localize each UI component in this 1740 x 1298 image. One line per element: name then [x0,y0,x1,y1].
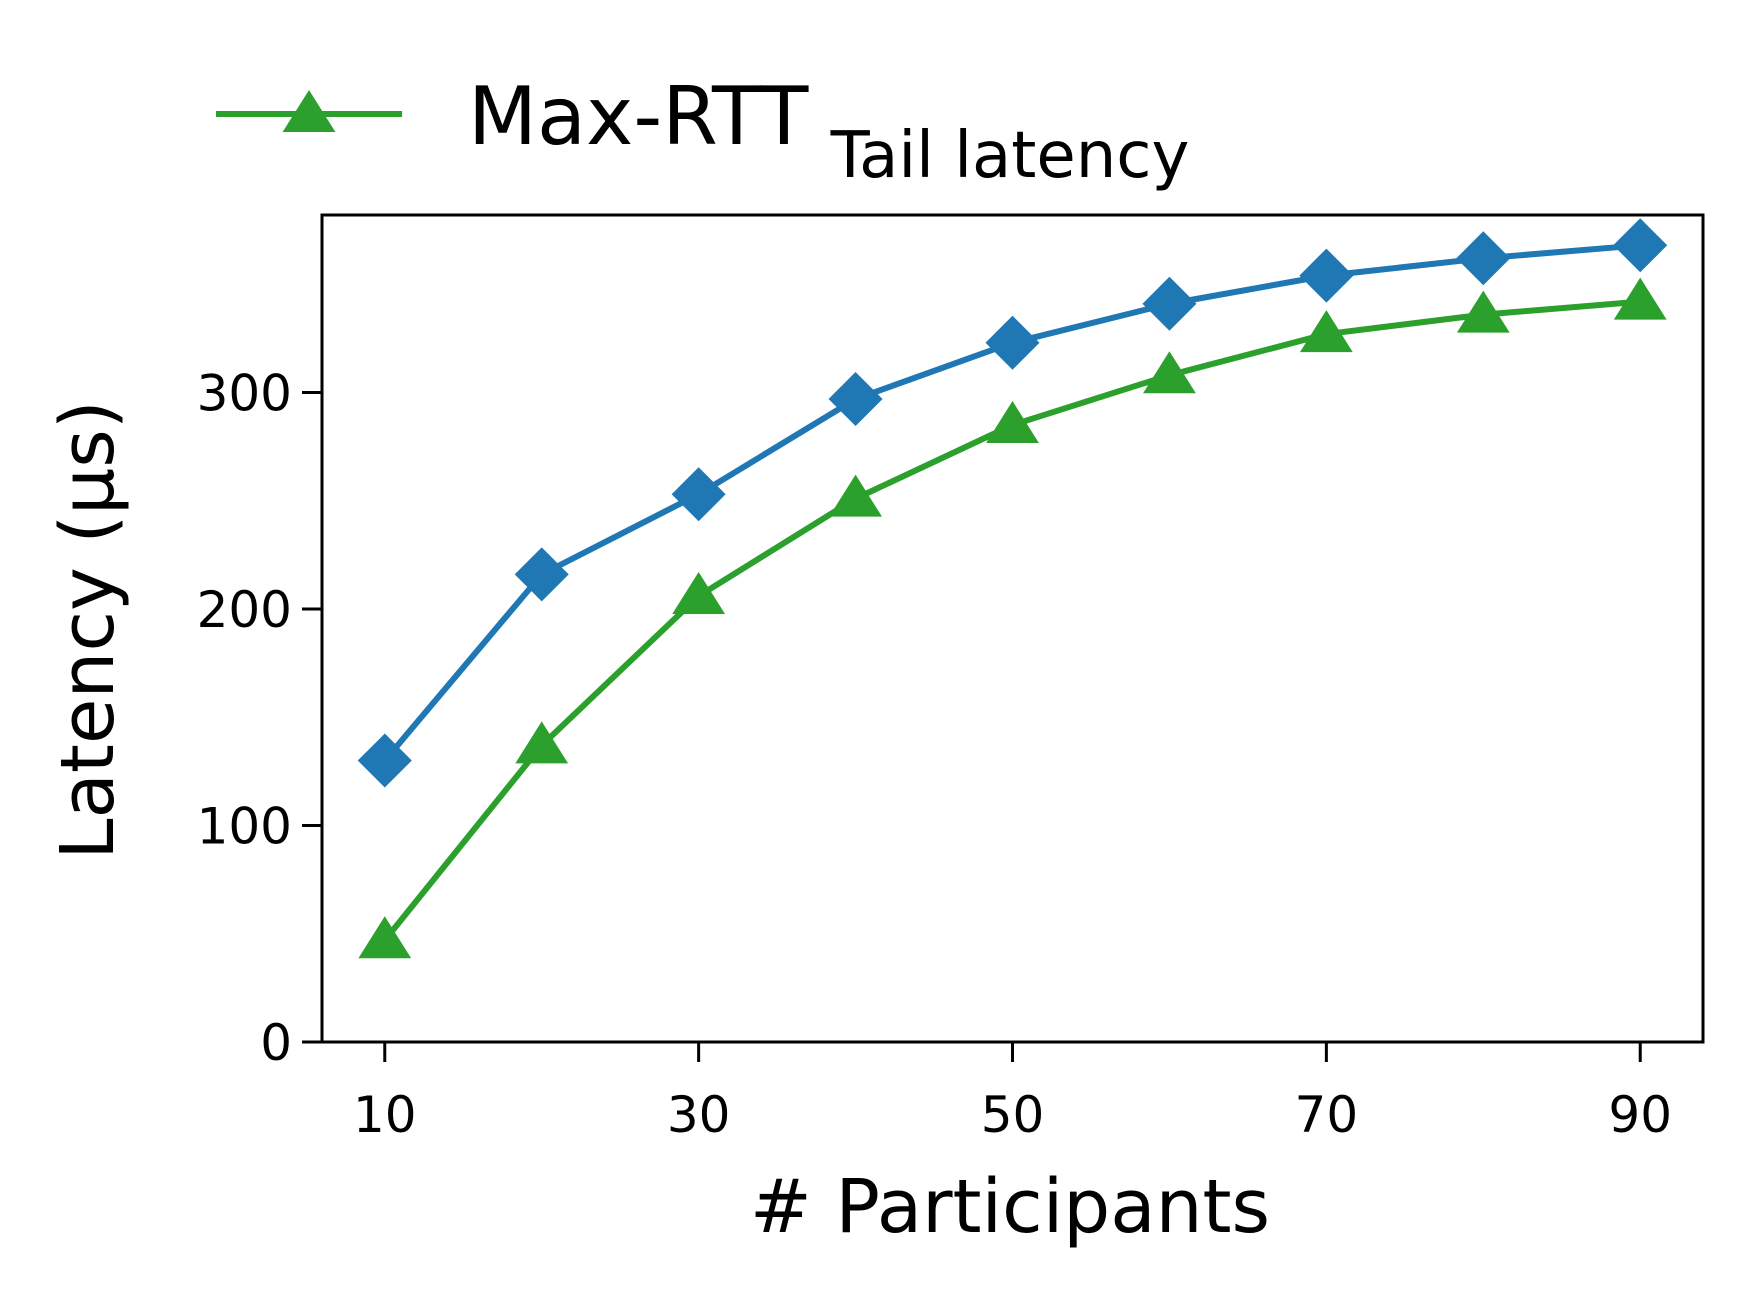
data-point-max-rtt [1299,310,1353,353]
y-tick-label: 100 [197,798,292,856]
data-point-series-1 [514,547,569,602]
y-tick-label: 200 [197,581,292,639]
legend-label-max-rtt: Max-RTT [468,70,809,163]
data-point-series-1 [1613,218,1668,273]
data-point-max-rtt [1143,351,1196,394]
tick-layer: 10 30 50 70 90 0 100 200 300 [197,365,1672,1144]
data-point-max-rtt [829,474,882,517]
data-point-series-1 [357,733,412,788]
data-point-max-rtt [1613,277,1667,320]
x-tick-label: 10 [353,1086,417,1144]
x-tick-label: 90 [1608,1086,1672,1144]
series-line-max-rtt [382,298,1641,943]
x-tick-label: 50 [981,1086,1045,1144]
x-tick-label: 70 [1295,1086,1359,1144]
data-point-series-1 [1456,231,1511,286]
data-point-series-1 [1299,248,1354,303]
series-layer [357,218,1668,959]
data-point-series-1 [985,315,1040,370]
data-point-series-1 [828,372,883,427]
chart-title: Tail latency [830,119,1190,193]
y-axis-label: Latency (μs) [45,400,131,859]
x-axis-label: # Participants [750,1164,1270,1250]
data-point-max-rtt [986,400,1039,443]
data-point-max-rtt [1456,290,1510,333]
data-point-series-1 [671,467,726,522]
legend: Max-RTT [216,70,809,163]
y-tick-label: 0 [260,1014,292,1072]
legend-marker-triangle [282,90,336,132]
data-point-max-rtt [515,721,569,764]
y-tick-label: 300 [197,365,292,423]
data-point-series-1 [1142,276,1197,331]
data-point-max-rtt [358,916,412,959]
x-tick-label: 30 [667,1086,731,1144]
data-point-max-rtt [672,572,726,615]
